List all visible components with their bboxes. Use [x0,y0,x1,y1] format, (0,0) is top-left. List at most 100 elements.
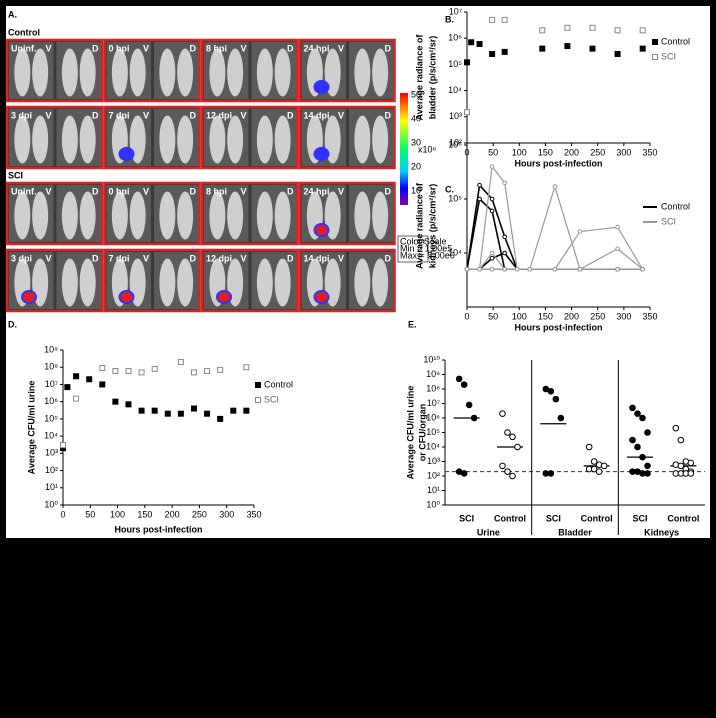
group-label: Bladder [558,527,592,537]
tile-label: 12 dpi [206,110,232,120]
data-point [595,468,603,475]
y-axis-label: kidneys (p/s/cm²/sr) [427,184,437,269]
data-point [600,462,608,470]
y-tick-label: 10³ [427,456,440,466]
data-point [629,436,636,444]
data-point [489,16,496,23]
view-label: D [385,253,392,263]
y-tick-label: 10⁵ [448,193,462,203]
mouse [227,191,244,240]
view-label: D [287,186,294,196]
legend-label: Control [264,379,293,389]
data-point [547,387,555,395]
y-tick-label: 10⁸ [426,383,440,393]
y-tick-label: 10¹ [427,485,440,495]
data-point [585,443,593,451]
data-point [639,453,646,461]
x-axis-label: Hours post-infection [115,524,203,534]
data-point [177,359,184,366]
x-tick-label: 200 [165,509,180,519]
data-point [204,410,211,417]
x-tick-label: SCI [632,513,647,523]
view-label: V [46,253,52,263]
view-label: V [338,110,344,120]
tile-label: Uninf. [11,43,37,53]
data-point [590,458,598,465]
data-point [552,395,560,403]
x-tick-label: 100 [512,147,527,157]
legend-marker [652,39,658,45]
view-label: D [385,186,392,196]
mouse [372,48,389,97]
y-tick-label: 10⁷ [449,6,462,16]
mouse [14,191,31,240]
data-point [190,405,197,412]
color-scale-text: Color Scale [400,236,447,246]
signal [313,147,330,161]
tile-label: 8 hpi [206,186,227,196]
data-point [460,470,468,477]
data-point [639,45,646,52]
color-scale-tick: 20 [411,161,421,171]
data-point [125,368,132,375]
view-label: D [92,253,99,263]
data-point [590,465,598,473]
data-point [151,407,158,414]
data-point [489,250,495,256]
x-tick-label: Control [667,513,699,523]
signal [313,80,330,94]
data-point [217,366,224,373]
tile-label: 7 dpi [109,110,130,120]
mouse [79,115,96,164]
mouse [274,115,291,164]
data-point [73,395,80,402]
color-scale-box [397,235,429,263]
data-point [499,462,506,470]
mouse [372,115,389,164]
data-point [73,373,80,380]
mouse [111,191,128,240]
mouse [14,48,31,97]
x-tick-label: 250 [590,311,605,321]
mouse [159,115,176,164]
legend-label: Control [661,36,690,46]
data-point [564,24,571,31]
mouse [177,191,194,240]
mouse [354,191,371,240]
tile-label: 12 dpi [206,253,232,263]
y-axis-label: Average radiance of [414,34,424,121]
y-tick-label: 10⁸ [44,362,58,372]
mouse [256,48,273,97]
data-point [615,266,620,272]
data-point [640,266,645,272]
mouse [209,191,226,240]
data-point [539,27,546,34]
y-tick-label: 10² [45,465,58,475]
mouse [256,115,273,164]
x-tick-label: Control [581,513,613,523]
view-label: V [143,186,149,196]
data-point [501,16,508,23]
data-point [477,196,482,202]
tile-label: 0 hpi [109,186,130,196]
data-point [502,180,507,186]
data-point [86,376,93,383]
y-tick-label: 10⁴ [448,247,462,257]
data-point [151,365,158,372]
x-tick-label: 150 [538,311,553,321]
data-point [476,41,483,48]
view-label: V [338,43,344,53]
panel-label: A. [8,9,17,19]
mouse [61,258,78,307]
x-tick-label: 0 [60,509,65,519]
data-point [557,414,565,422]
y-tick-label: 10⁵ [426,427,440,437]
mouse [129,48,146,97]
data-point [514,443,521,451]
x-tick-label: 300 [616,311,631,321]
data-point [230,407,237,414]
data-point [470,414,478,422]
signal [313,223,330,237]
data-point [687,459,695,467]
